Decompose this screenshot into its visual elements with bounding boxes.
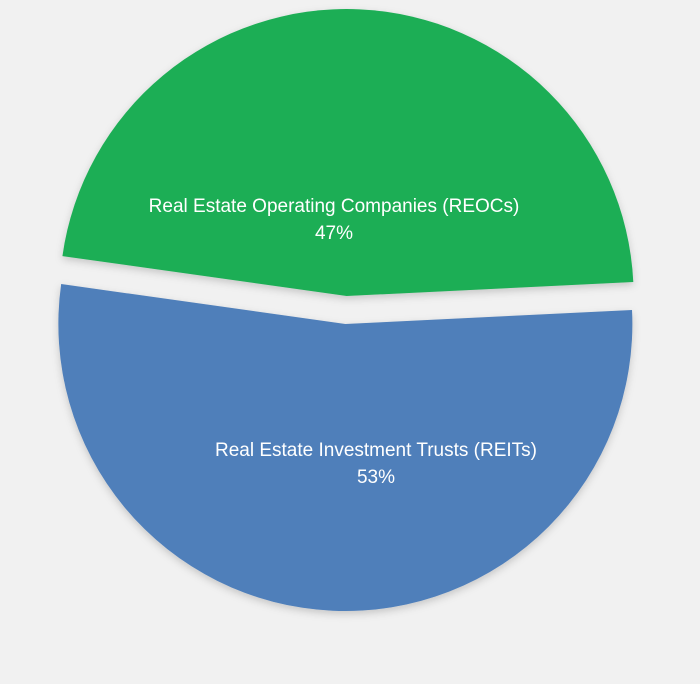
pie-slice-reits bbox=[58, 284, 633, 612]
slice-value-reocs: 47% bbox=[315, 223, 353, 244]
pie-slice-reocs bbox=[62, 9, 634, 297]
slice-label-reocs: Real Estate Operating Companies (REOCs) bbox=[149, 196, 520, 217]
slices-layer bbox=[58, 9, 634, 612]
labels-layer: Real Estate Operating Companies (REOCs) 4… bbox=[149, 196, 537, 488]
slice-value-reits: 53% bbox=[357, 467, 395, 488]
slice-label-reits: Real Estate Investment Trusts (REITs) bbox=[215, 440, 537, 461]
